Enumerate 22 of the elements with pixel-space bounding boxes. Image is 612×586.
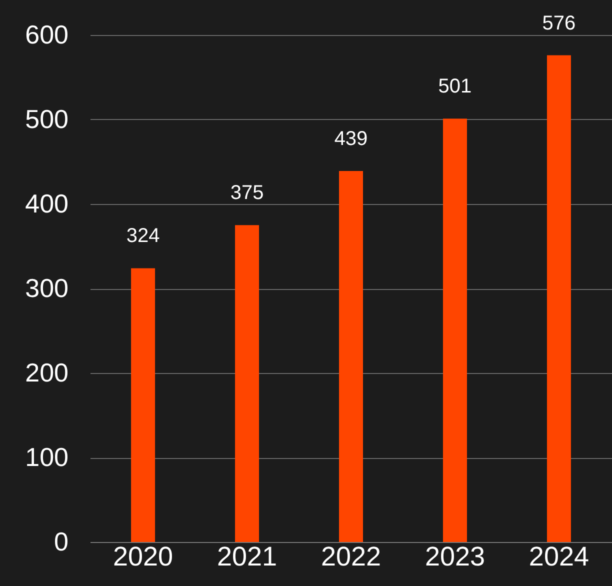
y-tick-label: 0 [54,526,68,556]
x-tick-label: 2020 [112,542,174,572]
bar [442,118,467,542]
bar [339,171,363,542]
x-tick-label: 2021 [216,542,278,572]
bar [235,225,260,542]
x-tick-label: 2022 [320,542,382,572]
y-tick-label: 500 [25,104,68,134]
data-label: 375 [230,182,264,204]
data-label: 576 [542,12,576,34]
x-tick-label: 2023 [424,542,486,572]
y-tick-label: 300 [25,273,68,303]
y-tick-label: 200 [25,358,68,388]
data-label: 501 [438,76,472,98]
data-label: 324 [126,225,160,248]
data-label: 439 [334,128,368,150]
bar [546,55,571,542]
bar [131,268,156,542]
x-tick-label: 2024 [528,542,590,572]
y-tick-label: 100 [25,442,68,472]
y-tick-label: 400 [25,188,68,218]
y-tick-label: 600 [25,20,68,50]
